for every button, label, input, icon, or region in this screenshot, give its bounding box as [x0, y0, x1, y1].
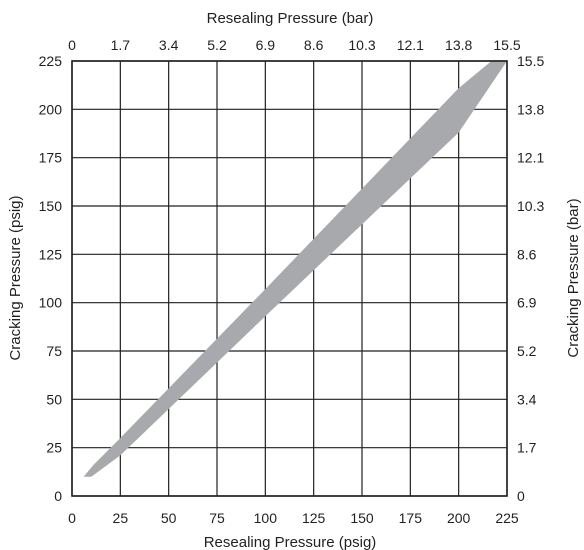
x2-tick-label: 0 — [68, 37, 76, 53]
y-tick-label: 75 — [46, 343, 62, 359]
x2-tick-label: 12.1 — [397, 37, 424, 53]
x2-tick-label: 10.3 — [348, 37, 375, 53]
y2-tick-label: 15.5 — [517, 53, 544, 69]
x-tick-label: 125 — [302, 510, 326, 526]
x2-axis-title: Resealing Pressure (bar) — [207, 10, 374, 27]
y2-tick-label: 8.6 — [517, 246, 537, 262]
x-tick-label: 25 — [113, 510, 129, 526]
x-tick-label: 175 — [399, 510, 423, 526]
x2-tick-label: 15.5 — [493, 37, 520, 53]
x2-tick-label: 13.8 — [445, 37, 472, 53]
y-tick-label: 225 — [39, 53, 63, 69]
y2-tick-label: 3.4 — [517, 391, 537, 407]
y-axis-title: Cracking Pressure (psig) — [7, 195, 24, 360]
y2-tick-label: 12.1 — [517, 150, 544, 166]
x-tick-label: 200 — [447, 510, 471, 526]
y2-axis-title: Cracking Pressure (bar) — [565, 198, 582, 357]
y-tick-label: 200 — [39, 101, 63, 117]
y-tick-label: 25 — [46, 440, 62, 456]
y-tick-label: 125 — [39, 246, 63, 262]
x-tick-labels: 0 25 50 75 100 125 150 175 200 225 — [68, 510, 519, 526]
y-tick-label: 175 — [39, 150, 63, 166]
x-axis-title: Resealing Pressure (psig) — [204, 534, 377, 550]
y-tick-labels: 0 25 50 75 100 125 150 175 200 225 — [39, 53, 63, 504]
y2-tick-label: 0 — [517, 488, 525, 504]
y-tick-label: 50 — [46, 391, 62, 407]
x-tick-label: 50 — [161, 510, 177, 526]
y2-tick-label: 13.8 — [517, 101, 544, 117]
y2-tick-labels: 0 1.7 3.4 5.2 6.9 8.6 10.3 12.1 13.8 15.5 — [517, 53, 544, 504]
x-tick-label: 0 — [68, 510, 76, 526]
x2-tick-label: 1.7 — [111, 37, 131, 53]
plot-frame — [71, 60, 508, 497]
x-tick-label: 150 — [350, 510, 374, 526]
y2-tick-label: 5.2 — [517, 343, 537, 359]
x-tick-label: 75 — [209, 510, 225, 526]
x2-tick-label: 5.2 — [207, 37, 227, 53]
x2-tick-label: 6.9 — [256, 37, 276, 53]
y2-tick-label: 6.9 — [517, 295, 537, 311]
x-tick-label: 225 — [495, 510, 519, 526]
x-tick-label: 100 — [254, 510, 278, 526]
y-tick-label: 150 — [39, 198, 63, 214]
x2-tick-label: 3.4 — [159, 37, 179, 53]
y-tick-label: 100 — [39, 295, 63, 311]
pressure-band — [83, 61, 507, 477]
y2-tick-label: 10.3 — [517, 198, 544, 214]
y2-tick-label: 1.7 — [517, 440, 537, 456]
band-layer — [83, 61, 507, 477]
y-tick-label: 0 — [54, 488, 62, 504]
x2-tick-label: 8.6 — [304, 37, 324, 53]
x2-tick-labels: 0 1.7 3.4 5.2 6.9 8.6 10.3 12.1 13.8 15.5 — [68, 37, 521, 53]
